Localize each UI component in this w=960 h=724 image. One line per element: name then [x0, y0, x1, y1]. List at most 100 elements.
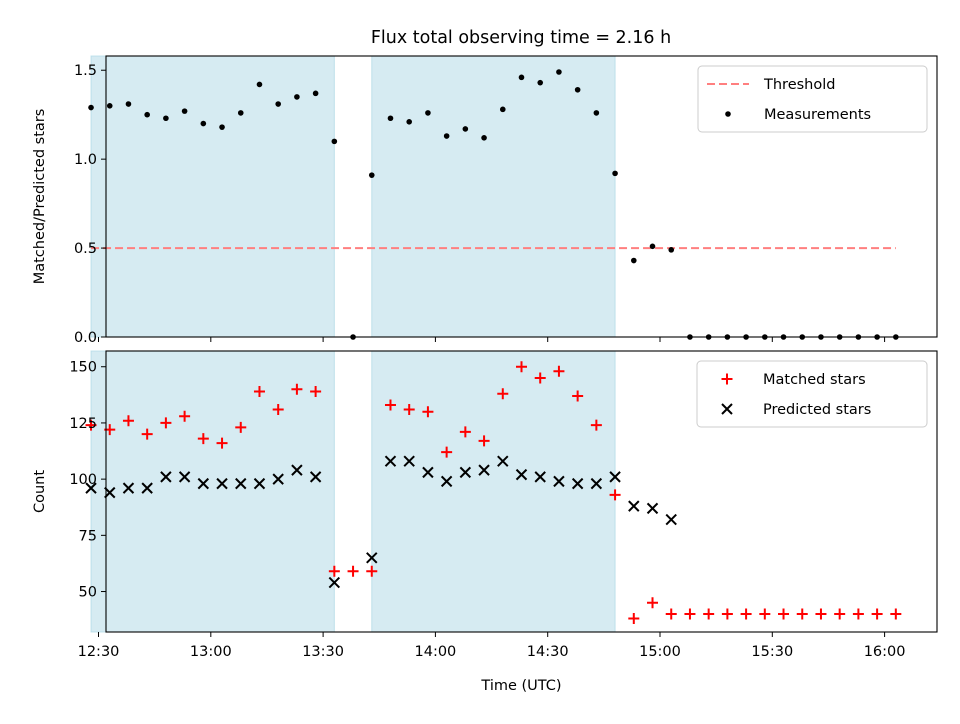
matched-star-point	[647, 597, 659, 609]
matched-star-point	[122, 415, 134, 427]
measurement-point	[630, 257, 637, 264]
matched-star-point	[384, 399, 396, 411]
legend-matched-swatch	[721, 373, 733, 385]
top-panel: 0.0 0.5 1.0 1.5 Matched/Predicted stars Thres…	[32, 55, 938, 346]
matched-star-point	[459, 426, 471, 438]
matched-star-point	[572, 390, 584, 402]
matched-star-point	[684, 608, 696, 620]
measurement-point	[88, 104, 94, 111]
predicted-star-point	[422, 466, 434, 479]
measurement-point	[256, 81, 263, 88]
measurement-point	[593, 110, 600, 116]
legend-label: Threshold	[763, 77, 835, 93]
y-tick-label: 150	[69, 360, 97, 376]
matched-star-point	[216, 437, 228, 449]
x-tick-label: 13:30	[302, 644, 344, 660]
predicted-star-point	[253, 477, 266, 490]
matched-star-point	[534, 372, 546, 384]
predicted-star-point	[85, 482, 97, 494]
measurement-point	[556, 69, 562, 75]
matched-star-point	[665, 608, 677, 620]
x-tick-label: 14:00	[415, 644, 457, 660]
predicted-star-point	[309, 471, 322, 483]
predicted-star-point	[291, 464, 303, 476]
measurement-point	[163, 115, 169, 122]
shaded-interval	[371, 55, 616, 338]
y-axis-label: Count	[32, 470, 48, 513]
matched-star-point	[609, 489, 621, 501]
predicted-star-point	[366, 552, 378, 564]
predicted-star-point	[534, 471, 546, 483]
measurement-point	[481, 135, 487, 141]
measurement-point	[368, 172, 375, 178]
measurement-point	[106, 102, 113, 109]
legend-label: Predicted stars	[763, 402, 871, 418]
measurement-point	[574, 86, 581, 93]
matched-star-point	[740, 608, 752, 620]
y-tick-label: 125	[69, 416, 97, 432]
measurement-point	[406, 119, 413, 125]
measurement-point	[612, 170, 618, 177]
matched-star-point	[291, 383, 303, 395]
matched-star-point	[590, 419, 602, 431]
matched-star-point	[796, 608, 808, 620]
matched-star-point	[815, 608, 827, 620]
matched-star-point	[235, 421, 247, 433]
measurement-point	[462, 126, 469, 132]
predicted-star-point	[122, 482, 135, 494]
x-tick-label: 13:00	[190, 644, 232, 660]
predicted-star-point	[272, 473, 284, 485]
predicted-star-point	[553, 475, 565, 488]
measurement-point	[537, 79, 544, 86]
measurement-point	[181, 108, 188, 114]
matched-star-point	[366, 565, 378, 577]
legend-box	[697, 65, 928, 133]
measurement-point	[237, 110, 244, 116]
matched-star-point	[197, 433, 209, 445]
measurement-point	[518, 74, 525, 81]
predicted-star-point	[590, 477, 603, 490]
measurement-point	[294, 94, 300, 100]
legend-label: Matched stars	[763, 372, 866, 388]
axes-frame	[105, 55, 938, 338]
x-tick-label: 15:00	[639, 644, 681, 660]
matched-star-point	[441, 446, 453, 458]
predicted-star-point	[328, 576, 341, 589]
predicted-star-point	[628, 500, 640, 512]
predicted-star-point	[216, 477, 228, 490]
measurement-point	[275, 101, 281, 107]
predicted-star-point	[440, 475, 453, 488]
matched-star-point	[141, 428, 153, 440]
matched-star-point	[85, 419, 97, 431]
matched-star-point	[160, 417, 172, 429]
y-tick-label: 0.5	[74, 241, 97, 257]
predicted-star-point	[160, 471, 172, 483]
bottom-panel: 50 75 100 125 150 12:30 13:00 13:30 14:00 14:30 15…	[32, 350, 938, 694]
matched-star-point	[890, 608, 902, 620]
y-tick-label: 75	[79, 528, 97, 544]
measurement-point	[425, 110, 431, 116]
matched-star-point	[628, 613, 640, 625]
predicted-star-point	[609, 471, 621, 483]
matched-star-point	[721, 608, 733, 620]
matched-star-point	[759, 608, 771, 620]
measurement-point	[499, 106, 506, 113]
predicted-star-point	[235, 477, 247, 490]
predicted-star-point	[178, 471, 191, 483]
x-tick-label: 16:00	[864, 644, 906, 660]
measurement-point	[331, 138, 338, 145]
y-axis-label: Matched/Predicted stars	[32, 109, 48, 285]
measurement-point	[312, 90, 319, 97]
legend-label: Measurements	[764, 107, 871, 123]
predicted-star-point	[497, 455, 509, 467]
measurement-point	[125, 101, 132, 107]
measurement-point	[219, 124, 225, 130]
matched-star-point	[347, 565, 359, 577]
matched-star-point	[422, 406, 434, 418]
matched-star-point	[328, 565, 340, 577]
legend-box	[696, 360, 928, 428]
y-tick-label: 50	[79, 585, 97, 601]
measurement-point	[144, 111, 150, 118]
